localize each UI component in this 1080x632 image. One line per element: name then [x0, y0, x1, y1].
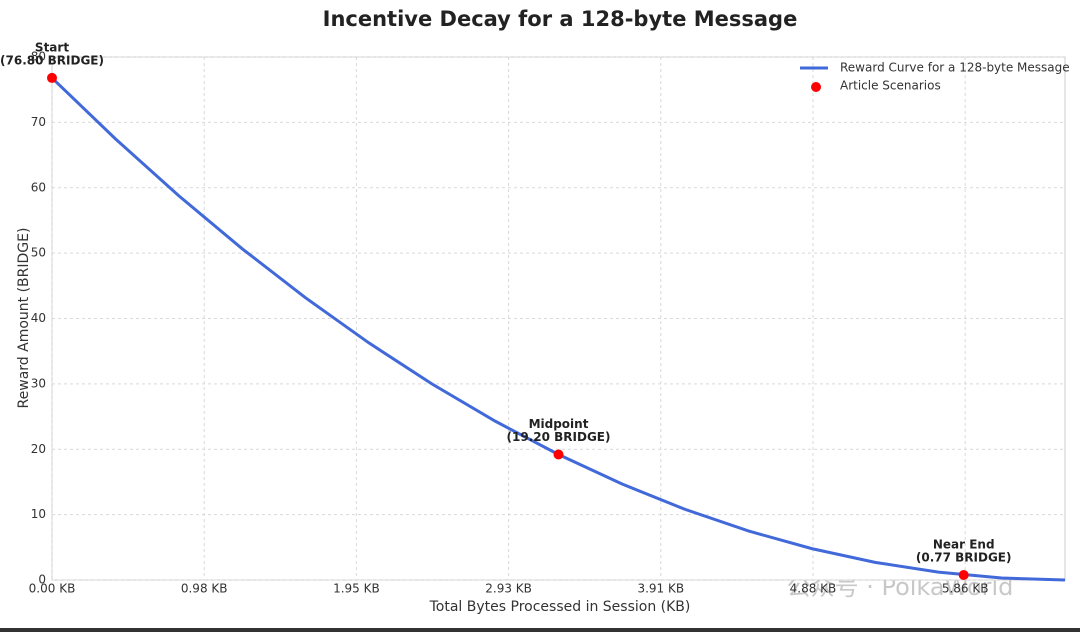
annotation-title: Midpoint [529, 417, 589, 431]
chart-title: Incentive Decay for a 128-byte Message [323, 7, 798, 31]
x-tick-label: 1.95 KB [333, 582, 380, 596]
y-tick-label: 60 [31, 180, 46, 194]
annotation-value: (19.20 BRIDGE) [507, 430, 611, 444]
scenario-point [958, 569, 969, 580]
y-tick-label: 10 [31, 507, 46, 521]
legend-label: Article Scenarios [840, 79, 941, 93]
annotation-title: Near End [933, 537, 995, 551]
y-tick-label: 80 [31, 50, 46, 64]
annotation-value: (0.77 BRIDGE) [916, 550, 1012, 564]
x-tick-label: 2.93 KB [485, 582, 532, 596]
y-tick-label: 50 [31, 246, 46, 260]
x-tick-label: 5.86 KB [942, 582, 989, 596]
y-tick-label: 70 [31, 115, 46, 129]
x-tick-label: 4.88 KB [790, 582, 837, 596]
annotation-value: (76.80 BRIDGE) [0, 53, 104, 67]
legend-swatch [811, 82, 821, 92]
legend-label: Reward Curve for a 128-byte Message [840, 61, 1070, 75]
scenario-point [47, 72, 57, 83]
x-tick-label: 0.00 KB [29, 582, 76, 596]
x-tick-label: 3.91 KB [637, 582, 684, 596]
y-tick-label: 30 [31, 376, 46, 390]
y-tick-label: 0 [38, 573, 46, 587]
y-tick-label: 20 [31, 442, 46, 456]
scenario-point [553, 449, 564, 460]
x-tick-label: 0.98 KB [181, 582, 228, 596]
bottom-border [0, 628, 1080, 632]
y-axis-label: Reward Amount (BRIDGE) [16, 228, 32, 409]
y-tick-label: 40 [31, 311, 46, 325]
x-axis-label: Total Bytes Processed in Session (KB) [429, 599, 691, 615]
annotation-title: Start [35, 40, 69, 54]
